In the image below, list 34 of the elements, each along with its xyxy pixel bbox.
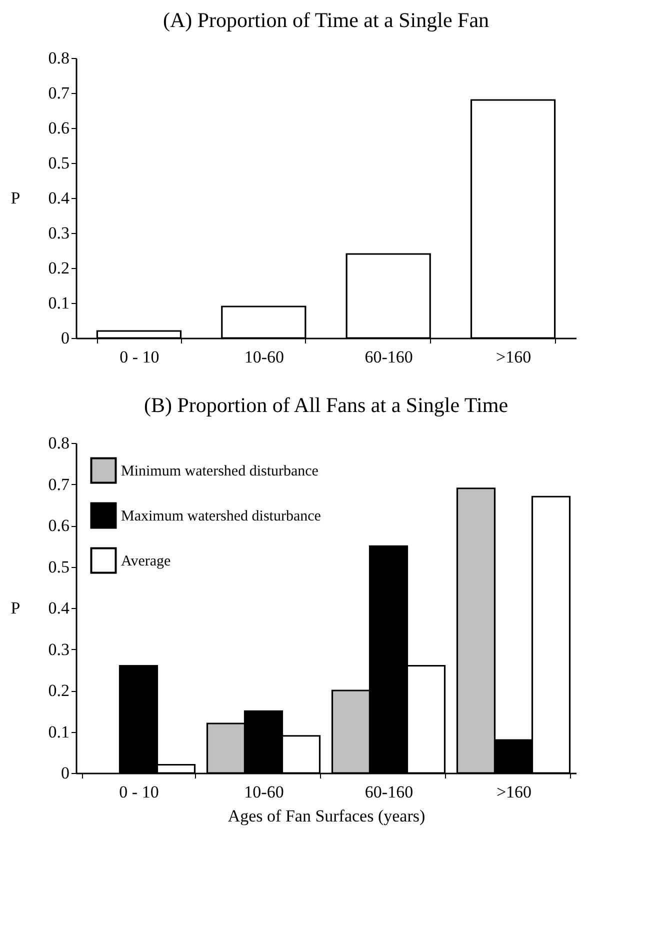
y-tick-label: 0.2 [48,681,70,700]
y-tick-label: 0.3 [48,224,70,242]
x-tick-label: >160 [496,348,532,366]
y-tick-label: 0 [61,328,70,348]
y-tick-label: 0 [61,764,70,782]
legend-label: Maximum watershed disturbance [121,508,322,524]
y-tick-label: 0.2 [48,258,70,278]
y-tick-label: 0.4 [48,188,70,208]
x-tick-label: 0 - 10 [120,348,160,366]
y-tick-label: 0.6 [48,118,70,138]
x-tick-label: 10-60 [244,782,284,802]
y-tick-label: 0.1 [48,722,70,742]
y-tick-label: 0.1 [48,294,70,312]
y-tick-label: 0.4 [48,598,70,618]
y-tick-label: 0.6 [48,516,70,535]
y-tick-label: 0.7 [48,474,70,494]
x-tick-label: 60-160 [364,348,413,366]
x-tick-label: 10-60 [244,348,284,366]
chart-title: (A) Proportion of Time at a Single Fan [162,8,490,32]
legend-label: Minimum watershed disturbance [121,464,319,480]
y-tick-label: 0.7 [48,84,70,102]
y-tick-label: 0.8 [48,434,70,452]
x-tick-label: 60-160 [364,782,414,802]
chart-title: (B) Proportion of All Fans at a Single Time [144,393,508,417]
y-axis-title: P [10,598,20,618]
x-tick-label: >160 [496,782,532,802]
x-tick-label: 0 - 10 [119,782,159,802]
y-tick-label: 0.5 [48,557,70,576]
x-axis-title: Ages of Fan Surfaces (years) [228,806,426,826]
y-tick-label: 0.5 [48,154,70,172]
legend-label: Average [121,554,172,570]
y-axis-title: P [10,188,20,208]
y-tick-label: 0.3 [48,640,70,659]
y-tick-label: 0.8 [48,48,70,68]
